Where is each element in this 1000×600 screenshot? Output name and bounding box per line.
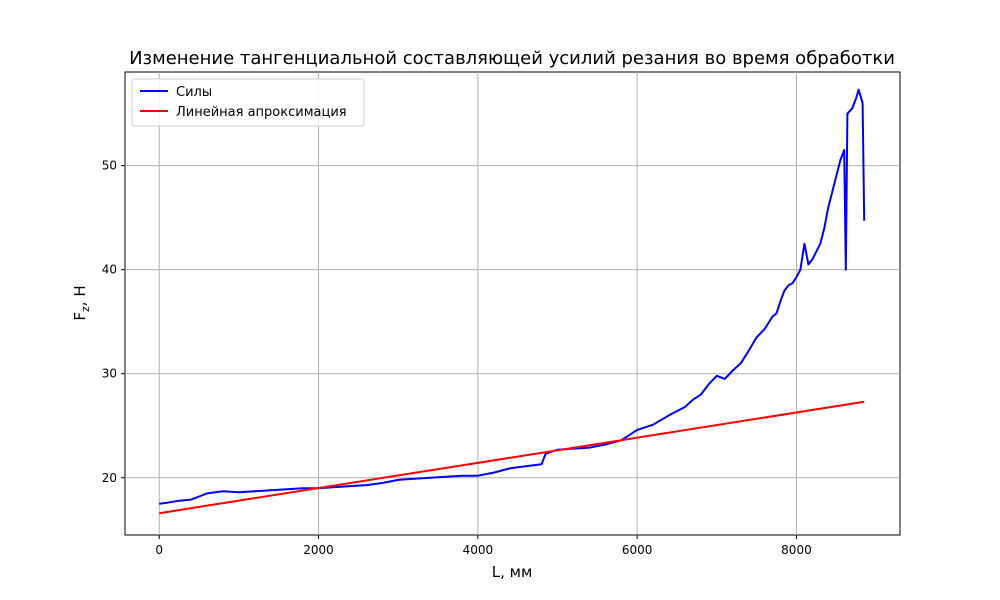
legend-label-forces: Силы — [176, 85, 212, 100]
x-tick-label: 8000 — [781, 543, 812, 557]
x-axis-label: L, мм — [492, 563, 533, 581]
y-axis-ticks: 20 30 40 50 — [102, 159, 125, 485]
x-tick-label: 2000 — [303, 543, 334, 557]
y-axis-label-sub: z — [79, 306, 92, 312]
y-axis-label-main: F — [71, 312, 89, 321]
x-axis-ticks: 0 2000 4000 6000 8000 — [155, 535, 812, 557]
legend-label-linear-fit: Линейная апроксимация — [176, 105, 347, 120]
x-tick-label: 6000 — [622, 543, 653, 557]
y-tick-label: 40 — [102, 263, 117, 277]
y-tick-label: 30 — [102, 367, 117, 381]
x-tick-label: 4000 — [463, 543, 494, 557]
chart-title: Изменение тангенциальной составляющей ус… — [129, 48, 895, 69]
y-axis-label-rest: , Н — [71, 285, 89, 306]
y-tick-label: 20 — [102, 471, 117, 485]
plot-area — [124, 71, 901, 536]
legend: Силы Линейная апроксимация — [131, 78, 365, 127]
grid — [125, 72, 900, 535]
series-lines — [159, 88, 866, 515]
y-axis-label: Fz, Н — [71, 285, 92, 320]
x-tick-label: 0 — [155, 543, 163, 557]
legend-box — [131, 78, 365, 127]
series-line-linear-fit — [159, 400, 865, 515]
y-tick-label: 50 — [102, 159, 117, 173]
